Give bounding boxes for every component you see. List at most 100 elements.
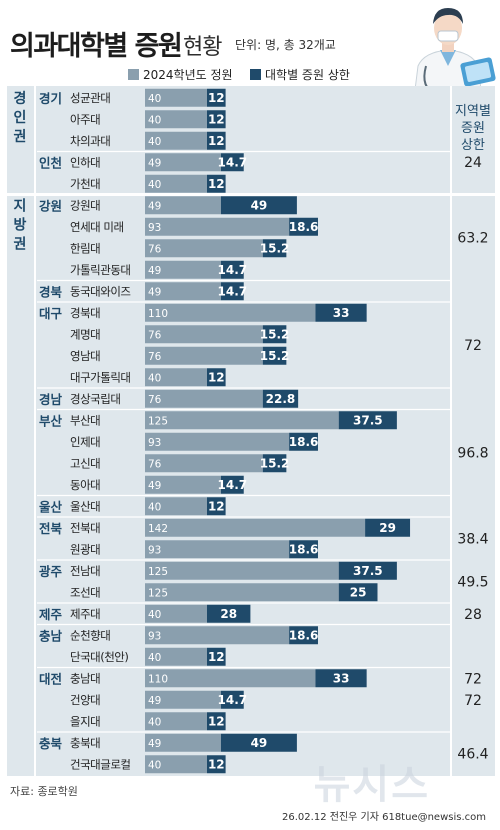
credit-note: 26.02.12 전진우 기자 618tue@newsis.com [282,812,486,823]
base-value-label: 110 [148,673,168,685]
base-value-label: 49 [148,738,161,750]
school-name: 원광대 [70,542,100,556]
region-label: 울산 [39,499,63,514]
increase-value-label: 14.7 [218,263,248,277]
bar-base [145,475,221,494]
zone-label-char: 경 [14,90,27,107]
region-total-label: 72 [464,693,482,709]
legend-base-swatch [128,69,139,80]
bar-base [145,260,221,279]
region-total-label: 24 [464,155,482,171]
base-value-label: 49 [148,200,161,212]
increase-value-label: 37.5 [353,564,383,578]
zone-label-char: 권 [14,237,27,253]
region-label: 대전 [39,671,62,686]
bar-increase [262,239,287,258]
bar-increase [289,626,318,645]
base-value-label: 76 [148,329,162,341]
school-name: 순천향대 [70,628,110,642]
page-title: 의과대학별 증원 [10,31,183,62]
base-value-label: 40 [148,93,161,105]
newsis-watermark: 뉴시스 [313,762,430,808]
bar-increase [365,518,411,537]
bar-base [145,389,263,408]
school-name: 한림대 [70,241,100,255]
bar-increase [289,432,318,451]
bar-increase [220,733,297,752]
bar-base [145,303,316,322]
base-value-label: 49 [148,286,161,298]
bar-increase [262,454,287,473]
increase-value-label: 12 [208,177,225,191]
page-subtitle: 현황 [183,35,222,60]
school-name: 차의과대 [70,134,110,148]
base-value-label: 40 [148,372,161,384]
bar-base [145,432,290,451]
region-label: 인천 [39,155,62,170]
base-value-label: 49 [148,157,161,169]
increase-value-label: 15.2 [260,349,290,363]
bar-increase [220,153,244,172]
base-value-label: 49 [148,265,161,277]
bar-base [145,604,207,623]
school-name: 전북대 [70,521,100,535]
bar-increase [207,131,226,150]
bar-base [145,282,221,301]
legend-increase-label: 대학별 증원 상한 [265,68,350,82]
region-label: 대구 [39,306,63,321]
base-value-label: 76 [148,351,162,363]
zone-label-char: 방 [14,217,27,234]
increase-value-label: 15.2 [260,241,290,255]
bar-increase [220,260,244,279]
increase-value-label: 18.6 [289,220,319,234]
bar-base [145,583,339,602]
bar-base [145,411,339,430]
increase-value-label: 49 [251,736,268,750]
bar-base [145,540,290,559]
increase-value-label: 18.6 [289,628,319,642]
base-value-label: 40 [148,501,161,513]
legend-increase-swatch [250,69,261,80]
bar-increase [315,303,367,322]
school-name: 강원대 [70,198,100,212]
increase-value-label: 25 [350,585,367,599]
region-label: 강원 [39,198,62,213]
bar-increase [220,196,297,215]
bar-increase [289,540,318,559]
increase-value-label: 49 [251,198,268,212]
base-value-label: 40 [148,179,161,191]
bar-base [145,647,207,666]
school-name: 연세대 미래 [70,220,124,234]
school-name: 충북대 [70,736,100,750]
base-value-label: 40 [148,759,161,771]
legend-base: 2024학년도 정원 [128,66,233,83]
base-value-label: 40 [148,136,161,148]
bar-increase [207,712,226,731]
bar-base [145,88,207,107]
bar-base [145,454,263,473]
school-name: 경상국립대 [70,392,120,406]
base-value-label: 125 [148,415,168,427]
region-label: 제주 [39,607,63,622]
bar-base [145,196,221,215]
bar-increase [220,475,244,494]
bar-increase [207,755,226,774]
region-label: 경남 [39,392,63,407]
bar-increase [207,647,226,666]
bar-increase [207,604,251,623]
region-label: 광주 [39,564,63,579]
region-total-label: 49.5 [457,575,488,591]
region-label: 충남 [39,628,63,643]
base-value-label: 93 [148,437,161,449]
region-total-label: 72 [464,671,482,687]
bar-increase [289,217,318,236]
increase-value-label: 14.7 [218,478,248,492]
school-name: 성균관대 [70,91,110,105]
region-label: 충북 [39,736,63,751]
region-total-header: 증원 [461,121,485,136]
bar-base [145,712,207,731]
school-name: 대구가톨릭대 [70,370,130,384]
base-value-label: 142 [148,523,168,535]
base-value-label: 40 [148,609,161,621]
